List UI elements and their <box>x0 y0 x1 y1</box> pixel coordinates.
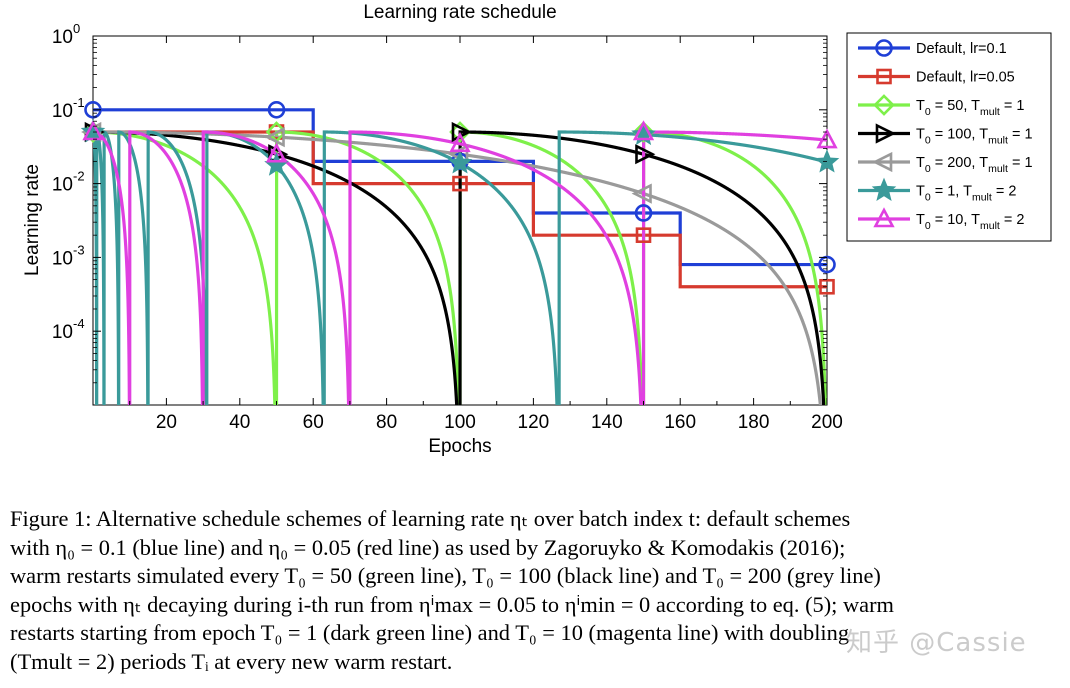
legend-label-default-lr-0-1: Default, lr=0.1 <box>916 41 1007 57</box>
data-point-t-0-50-t-mult-1 <box>632 121 655 143</box>
legend-label-t-0-1-t-mult-2: T0 = 1, Tmult = 2 <box>916 184 1016 204</box>
x-tick-label: 20 <box>156 412 177 433</box>
data-point-t-0-200-t-mult-1 <box>631 183 652 204</box>
legend-label-t-0-50-t-mult-1: T0 = 50, Tmult = 1 <box>916 98 1024 118</box>
x-tick-label: 40 <box>229 412 250 433</box>
legend-marker-t-0-10-t-mult-2 <box>873 207 895 228</box>
x-tick-label: 160 <box>664 412 696 433</box>
data-point-default-lr-0-05 <box>452 175 468 192</box>
learning-rate-chart: Learning rate schedule 20 40 60 80 100 120 140… <box>22 2 1052 457</box>
data-point-default-lr-0-1 <box>267 101 286 119</box>
y-tick-label: 10 <box>52 101 73 122</box>
y-tick-exponent: -2 <box>73 169 85 184</box>
data-point-default-lr-0-05 <box>635 227 652 243</box>
data-point-t-0-1-t-mult-2 <box>447 150 473 174</box>
x-tick-label: 120 <box>518 412 550 433</box>
x-tick-label: 100 <box>444 412 476 433</box>
legend-marker-t-0-100-t-mult-1 <box>875 123 896 144</box>
data-point-t-0-100-t-mult-1 <box>635 144 656 165</box>
legend-box <box>846 32 1052 242</box>
caption-line: epochs with ηₜ decaying during i-th run … <box>10 591 894 617</box>
y-axis-label: Learning rate <box>22 164 43 276</box>
x-tick-label: 200 <box>811 412 843 433</box>
data-point-t-0-10-t-mult-2 <box>632 120 655 141</box>
data-point-t-0-10-t-mult-2 <box>265 142 288 163</box>
figure-caption: Figure 1: Alternative schedule schemes o… <box>10 505 1066 676</box>
y-tick-exponent: 0 <box>73 21 80 36</box>
x-tick-label: 180 <box>738 412 770 433</box>
y-tick-label: 10 <box>52 248 73 269</box>
watermark: 知乎 @Cassie <box>846 628 1027 658</box>
y-tick-label: 10 <box>52 175 73 196</box>
data-point-t-0-200-t-mult-1 <box>264 126 285 148</box>
caption-line: (Tmult = 2) periods Tᵢ at every new warm… <box>10 648 453 674</box>
x-tick-label: 80 <box>376 412 397 433</box>
legend-marker-t-0-50-t-mult-1 <box>873 94 895 116</box>
legend-label-t-0-10-t-mult-2: T0 = 10, Tmult = 2 <box>916 212 1024 232</box>
chart-title: Learning rate schedule <box>363 2 556 23</box>
y-tick-label: 10 <box>52 322 73 343</box>
caption-line: with η₀ = 0.1 (blue line) and η₀ = 0.05 … <box>10 534 846 560</box>
x-tick-label: 60 <box>303 412 324 433</box>
legend-marker-default-lr-0-05 <box>876 68 892 85</box>
legend-label-t-0-200-t-mult-1: T0 = 200, Tmult = 1 <box>916 155 1033 175</box>
x-tick-label: 140 <box>591 412 623 433</box>
y-tick-exponent: -4 <box>73 316 85 331</box>
legend-marker-t-0-200-t-mult-1 <box>872 151 893 173</box>
y-tick-exponent: -3 <box>73 242 85 257</box>
legend-marker-default-lr-0-1 <box>875 39 893 57</box>
series-line-t-0-10-t-mult-2 <box>93 130 827 405</box>
series-line-t-0-100-t-mult-1 <box>93 130 826 405</box>
caption-line: restarts starting from epoch T₀ = 1 (dar… <box>10 620 850 645</box>
y-tick-exponent: -1 <box>73 95 85 110</box>
data-point-default-lr-0-05 <box>819 278 835 295</box>
caption-line: Figure 1: Alternative schedule schemes o… <box>10 506 851 531</box>
legend-marker-t-0-1-t-mult-2 <box>871 177 897 202</box>
caption-line: warm restarts simulated every T₀ = 50 (g… <box>10 563 881 588</box>
data-point-t-0-10-t-mult-2 <box>816 128 838 149</box>
legend-label-t-0-100-t-mult-1: T0 = 100, Tmult = 1 <box>916 127 1033 147</box>
x-axis-label: Epochs <box>428 436 491 457</box>
data-point-default-lr-0-1 <box>634 204 653 222</box>
y-tick-label: 10 <box>52 27 73 48</box>
legend-label-default-lr-0-05: Default, lr=0.05 <box>916 70 1015 86</box>
legend: Default, lr=0.1 Default, lr=0.05 T0 = 50, … <box>846 32 1052 242</box>
data-point-t-0-10-t-mult-2 <box>449 132 471 153</box>
data-point-t-0-1-t-mult-2 <box>80 119 106 143</box>
